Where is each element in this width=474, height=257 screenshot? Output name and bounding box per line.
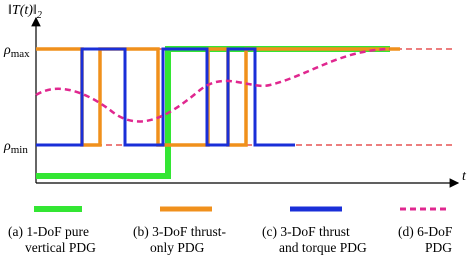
y-axis-label: ‖T(t)‖2 — [8, 3, 42, 21]
level-label: ρmin — [3, 139, 28, 156]
legend-caption: and torque PDG — [279, 240, 367, 255]
level-label: ρmax — [3, 43, 30, 60]
legend-caption: vertical PDG — [25, 240, 96, 255]
x-axis-label: t — [462, 169, 467, 184]
profile-c — [36, 47, 295, 147]
legend-caption: (b) 3-DoF thrust- — [133, 224, 226, 239]
legend-caption: (a) 1-DoF pure — [8, 224, 89, 239]
legend-caption: PDG — [425, 240, 452, 255]
legend-caption: (c) 3-DoF thrust — [262, 224, 350, 239]
profile-b — [36, 47, 400, 147]
legend-caption: (d) 6-DoF — [398, 224, 453, 239]
profile-a — [36, 46, 390, 179]
legend-caption: only PDG — [150, 240, 205, 255]
profile-d — [35, 47, 391, 123]
